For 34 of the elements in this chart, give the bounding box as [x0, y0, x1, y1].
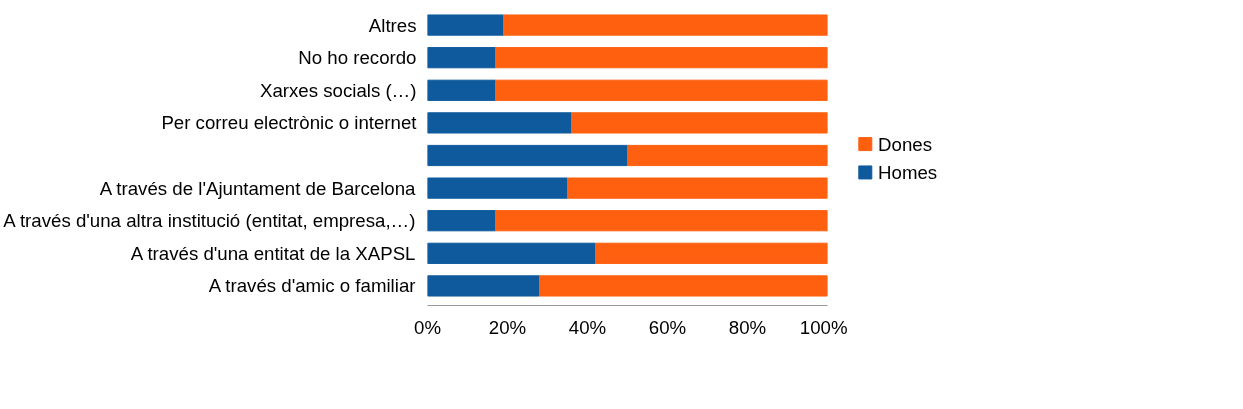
y-tick-label: Altres — [368, 14, 417, 36]
bar — [427, 144, 628, 167]
bar — [427, 112, 572, 134]
bar — [495, 47, 828, 69]
bar — [427, 79, 496, 101]
x-tick-label: 60% — [648, 316, 687, 338]
x-tick-label: 80% — [728, 316, 767, 338]
legend-label: Homes — [878, 161, 938, 183]
bar — [567, 177, 828, 199]
bar — [427, 47, 496, 69]
bar — [495, 79, 828, 101]
bar — [503, 14, 828, 36]
legend-label: Dones — [878, 133, 933, 155]
bar — [427, 210, 496, 232]
y-tick-label: A través de l'Ajuntament de Barcelona — [99, 177, 417, 199]
bar — [627, 144, 828, 167]
x-tick-label: 100% — [799, 316, 848, 338]
bar — [427, 177, 568, 199]
bar — [571, 112, 828, 134]
y-tick-label: A través d'una altra institució (entitat, empresa,…) — [3, 210, 416, 232]
x-tick-label: 20% — [488, 316, 527, 338]
bar — [539, 275, 828, 297]
y-tick-label: Per correu electrònic o internet — [161, 112, 418, 134]
x-tick-label: 40% — [568, 316, 607, 338]
bar — [427, 242, 596, 264]
bar — [495, 210, 828, 232]
bar — [595, 242, 828, 264]
bar — [427, 14, 504, 36]
bar — [427, 275, 540, 297]
y-tick-label: Xarxes socials (…) — [259, 79, 417, 101]
y-tick-label: A través d'amic o familiar — [208, 275, 416, 297]
y-tick-label: No ho recordo — [298, 47, 417, 69]
x-tick-label: 0% — [414, 316, 441, 338]
y-tick-label: A través d'una entitat de la XAPSL — [130, 242, 416, 264]
